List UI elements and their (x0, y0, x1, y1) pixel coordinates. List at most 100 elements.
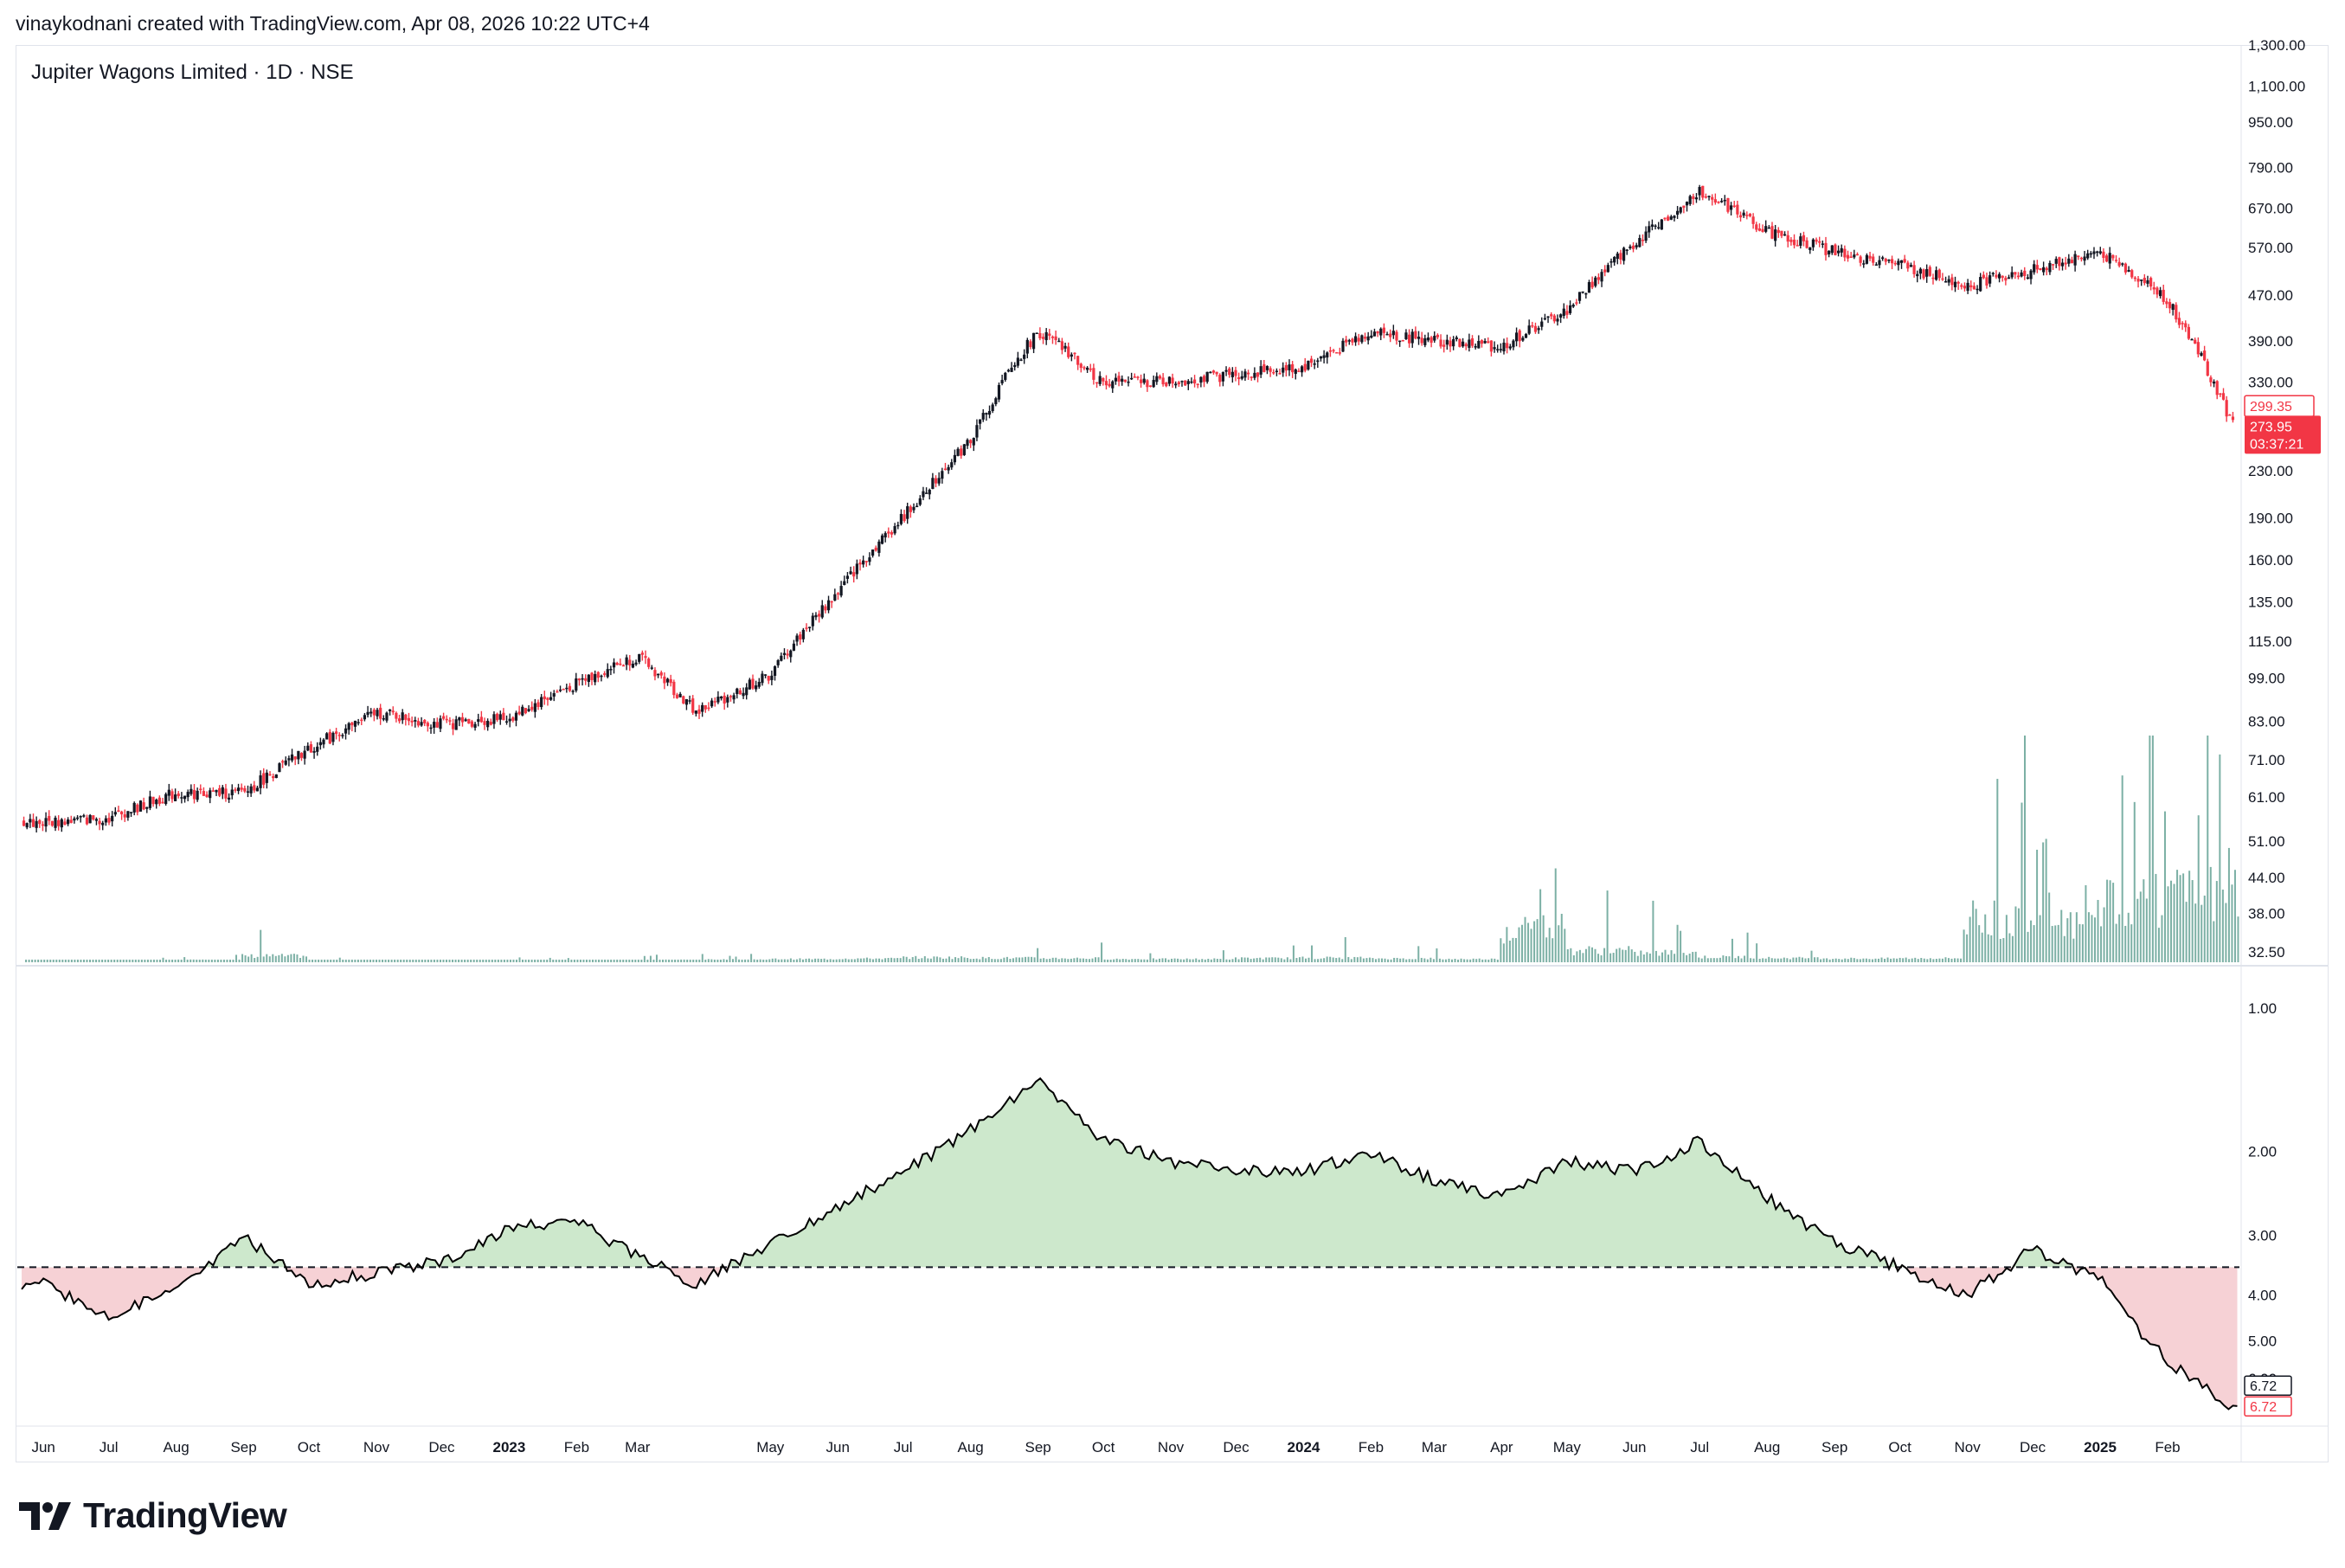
volume-bar (1368, 957, 1371, 962)
candle (473, 722, 477, 731)
volume-bar (308, 959, 311, 962)
candle (953, 449, 957, 466)
volume-bar (1228, 959, 1230, 962)
candle (1742, 209, 1745, 218)
volume-bar (338, 957, 341, 962)
volume-bar (1600, 954, 1603, 962)
volume-bar (439, 959, 441, 962)
candle (594, 670, 597, 685)
candle (2045, 267, 2048, 276)
candle (420, 717, 423, 727)
volume-bar (881, 959, 883, 962)
volume-bar (92, 959, 94, 962)
candle (423, 718, 427, 727)
candle (44, 812, 48, 832)
volume-bar (2188, 871, 2191, 962)
volume-bar (1128, 959, 1130, 962)
candle (817, 610, 821, 623)
volume-bar (789, 958, 792, 962)
candle (615, 661, 619, 665)
candle (120, 810, 124, 820)
candle (1338, 347, 1341, 356)
candle (2114, 255, 2118, 263)
volume-bar (241, 954, 244, 962)
volume-bar (448, 959, 451, 962)
volume-bar (1597, 954, 1600, 962)
volume-bar (220, 959, 222, 962)
volume-bar (2191, 880, 2194, 962)
volume-bar (2100, 926, 2103, 962)
volume-bar (756, 959, 759, 962)
brand-name: TradingView (83, 1495, 287, 1535)
volume-bar (2143, 879, 2145, 962)
volume-bar (601, 959, 603, 962)
tradingview-brand[interactable]: TradingView (19, 1495, 287, 1536)
candle (663, 672, 666, 690)
candle (1603, 265, 1607, 277)
volume-bar (787, 959, 789, 962)
volume-bar (524, 959, 527, 962)
candle (2123, 262, 2128, 275)
volume-bar (1859, 959, 1861, 962)
price-axis-tick: 470.00 (2248, 287, 2293, 304)
volume-bar (1009, 959, 1012, 962)
volume-bar (1752, 958, 1755, 962)
candle (1597, 273, 1601, 285)
candle (1357, 333, 1360, 345)
volume-bar (1636, 955, 1639, 962)
volume-bar (1021, 957, 1024, 962)
candle (391, 706, 395, 716)
candle (441, 712, 446, 721)
volume-bar (588, 959, 591, 962)
volume-bar (210, 959, 213, 962)
candle (104, 815, 107, 826)
volume-bar (1189, 959, 1192, 962)
volume-bar (28, 959, 30, 962)
volume-bar (973, 959, 975, 962)
volume-bar (1993, 900, 1995, 962)
price-axis-tick: 230.00 (2248, 463, 2293, 479)
volume-bar (863, 958, 865, 962)
volume-bar (2219, 754, 2221, 962)
volume-bar (1661, 952, 1663, 962)
volume-bar (1969, 916, 1971, 962)
candle (1584, 292, 1588, 299)
candle (694, 710, 697, 717)
volume-bar (2008, 933, 2011, 962)
candle (912, 503, 916, 513)
candle (2209, 375, 2213, 387)
candle (1161, 373, 1165, 387)
candle (994, 396, 998, 407)
volume-bar (296, 954, 299, 962)
volume-bar (1481, 959, 1484, 962)
volume-bar (1822, 958, 1825, 962)
candle (1853, 249, 1856, 260)
candle (460, 712, 465, 727)
volume-bar (25, 959, 28, 962)
volume-bar (2087, 912, 2090, 962)
volume-bar (869, 958, 871, 962)
volume-bar (284, 956, 286, 962)
chart-frame (16, 45, 2329, 1462)
candle (975, 419, 979, 441)
volume-bar (713, 959, 716, 962)
volume-bar (280, 954, 283, 962)
ratio-axis-tick: 3.00 (2248, 1228, 2277, 1244)
volume-bar (1664, 949, 1667, 962)
candle (1995, 270, 1998, 280)
volume-bar (1494, 958, 1496, 962)
candle (1180, 380, 1184, 387)
candle (246, 785, 250, 798)
candle (575, 672, 578, 693)
candle (1887, 259, 1891, 264)
volume-bar (604, 959, 607, 962)
volume-bar (1990, 935, 1993, 962)
candle (1688, 194, 1692, 206)
candle (196, 787, 199, 802)
price-axis-tick: 115.00 (2248, 633, 2292, 650)
volume-bar (1884, 958, 1886, 962)
volume-bar (878, 958, 881, 962)
volume-bar (396, 959, 399, 962)
candle (293, 755, 297, 766)
